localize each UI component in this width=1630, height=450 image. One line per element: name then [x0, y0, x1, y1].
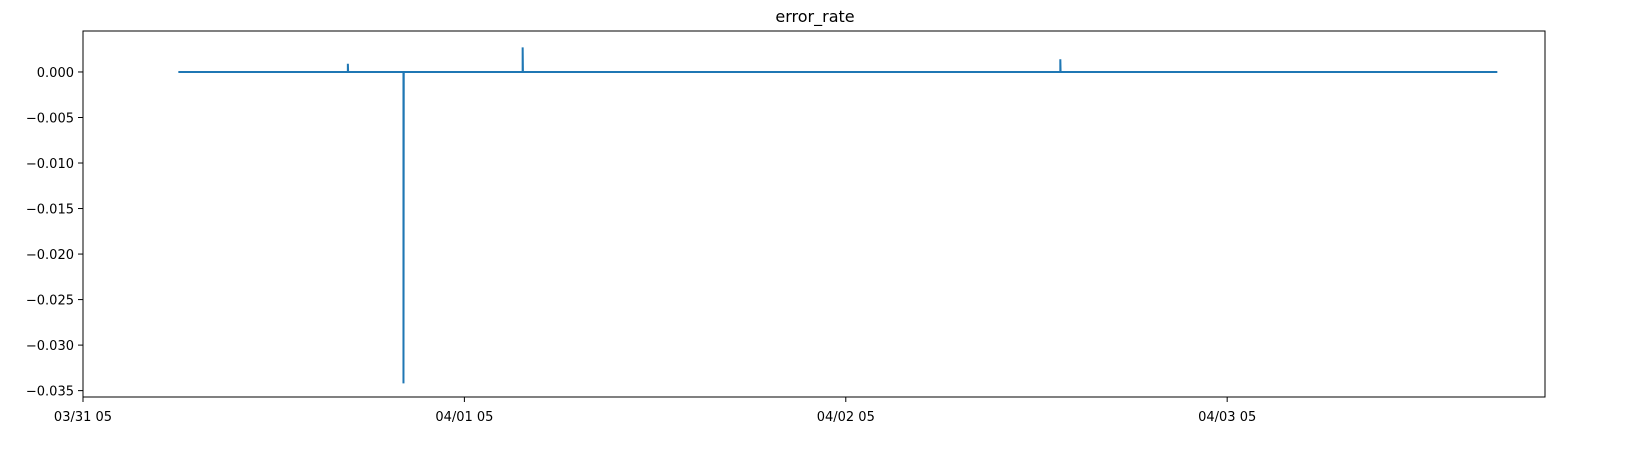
- series-layer: [178, 47, 1498, 384]
- y-tick-label-2: −0.010: [26, 157, 74, 172]
- y-tick-label-0: 0.000: [37, 66, 74, 81]
- y-tick-label-1: −0.005: [26, 111, 74, 126]
- y-tick-label-3: −0.015: [26, 203, 74, 218]
- y-tick-label-4: −0.020: [26, 248, 74, 263]
- x-tick-label-3: 04/03 05: [1198, 410, 1256, 425]
- x-axis: 03/31 05 04/01 05 04/02 05 04/03 05: [54, 397, 1256, 425]
- plot-area-frame: [82, 30, 1546, 398]
- chart-title: error_rate: [775, 7, 854, 27]
- y-tick-label-6: −0.030: [26, 339, 74, 354]
- x-tick-label-2: 04/02 05: [817, 410, 875, 425]
- x-tick-label-1: 04/01 05: [435, 410, 493, 425]
- y-axis: 0.000 −0.005 −0.010 −0.015 −0.020 −0.025 −0.03…: [26, 66, 83, 400]
- y-tick-label-7: −0.035: [26, 385, 74, 400]
- y-tick-label-5: −0.025: [26, 294, 74, 309]
- x-tick-label-0: 03/31 05: [54, 410, 112, 425]
- series-line-0: [178, 47, 1498, 384]
